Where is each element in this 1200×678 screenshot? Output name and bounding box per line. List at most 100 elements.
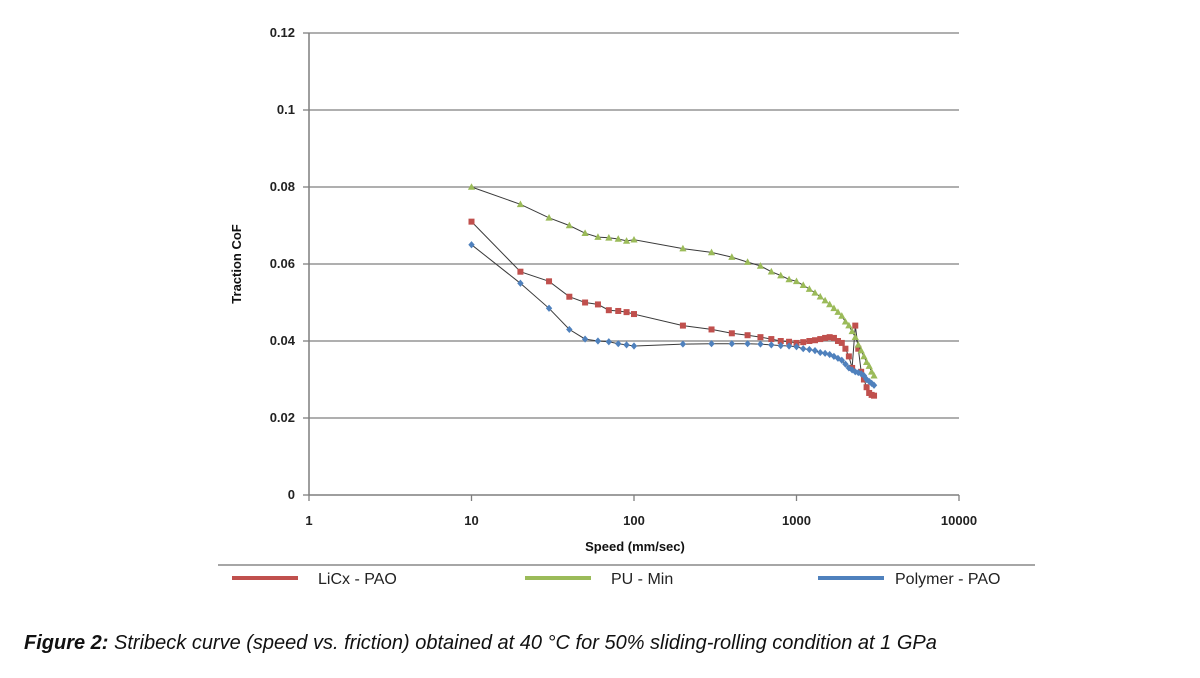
- series-line-polymer-pao: [471, 244, 875, 386]
- data-point-licx-pao: [855, 345, 862, 352]
- data-point-licx-pao: [744, 332, 751, 339]
- data-point-licx-pao: [826, 334, 833, 341]
- legend-item-pu-min: PU - Min: [525, 571, 673, 588]
- data-point-pu-min: [767, 267, 775, 275]
- data-point-licx-pao: [806, 338, 813, 344]
- figure-caption-label: Figure 2:: [24, 632, 109, 654]
- data-point-licx-pao: [517, 268, 524, 275]
- legend: LiCx - PAO PU - Min Polymer - PAO: [232, 571, 1001, 588]
- figure-caption: Figure 2: Stribeck curve (speed vs. fric…: [24, 632, 1194, 655]
- y-tick-label: 0.06: [270, 256, 295, 271]
- y-tick-label: 0.12: [270, 25, 295, 40]
- x-tick-label: 1000: [782, 513, 811, 528]
- data-point-licx-pao: [786, 338, 793, 345]
- data-point-pu-min: [630, 235, 638, 243]
- data-point-polymer-pao: [842, 360, 849, 368]
- data-point-polymer-pao: [594, 337, 602, 345]
- data-point-polymer-pao: [768, 341, 775, 349]
- data-point-polymer-pao: [728, 340, 736, 348]
- data-point-pu-min: [811, 289, 819, 296]
- data-point-pu-min: [594, 233, 602, 240]
- data-point-pu-min: [581, 229, 589, 236]
- data-point-licx-pao: [830, 334, 837, 341]
- x-tick-label: 100: [623, 513, 645, 528]
- legend-label: PU - Min: [611, 571, 673, 588]
- series-line-pu-min: [471, 186, 875, 376]
- x-tick-label: 1: [305, 513, 312, 528]
- data-point-licx-pao: [708, 326, 715, 333]
- data-point-licx-pao: [817, 336, 824, 343]
- data-point-polymer-pao: [679, 340, 687, 348]
- data-point-licx-pao: [800, 339, 807, 346]
- data-point-pu-min: [854, 341, 862, 348]
- y-tick-label: 0.02: [270, 410, 295, 425]
- x-axis-label: Speed (mm/sec): [585, 539, 685, 554]
- data-point-polymer-pao: [615, 340, 622, 348]
- data-point-polymer-pao: [757, 340, 764, 348]
- data-point-pu-min: [516, 200, 525, 208]
- data-point-pu-min: [845, 321, 853, 329]
- data-point-polymer-pao: [630, 342, 638, 350]
- data-point-pu-min: [841, 317, 850, 325]
- data-point-pu-min: [777, 271, 785, 279]
- data-point-licx-pao: [812, 337, 819, 344]
- data-point-pu-min: [792, 277, 801, 285]
- data-point-polymer-pao: [860, 372, 868, 380]
- data-point-licx-pao: [566, 293, 573, 300]
- data-point-polymer-pao: [830, 352, 838, 360]
- data-point-licx-pao: [793, 339, 800, 346]
- data-point-pu-min: [805, 285, 813, 292]
- series-line-licx-pao: [471, 221, 875, 397]
- data-point-licx-pao: [582, 299, 589, 306]
- data-point-polymer-pao: [800, 345, 807, 353]
- data-point-pu-min: [865, 362, 873, 369]
- series-licx-pao: [468, 218, 878, 399]
- data-point-polymer-pao: [468, 241, 475, 249]
- data-point-licx-pao: [468, 218, 475, 225]
- data-point-polymer-pao: [744, 340, 751, 348]
- series-layer: [467, 183, 878, 399]
- data-point-polymer-pao: [870, 381, 878, 389]
- data-point-licx-pao: [863, 384, 870, 391]
- legend-item-polymer-pao: Polymer - PAO: [818, 571, 1001, 588]
- data-point-polymer-pao: [811, 347, 819, 355]
- data-point-polymer-pao: [821, 349, 829, 357]
- data-point-licx-pao: [845, 353, 852, 360]
- data-point-licx-pao: [594, 301, 601, 308]
- data-point-pu-min: [785, 275, 793, 283]
- data-point-licx-pao: [679, 322, 686, 329]
- data-point-polymer-pao: [605, 338, 613, 346]
- data-point-licx-pao: [822, 334, 829, 341]
- data-point-pu-min: [857, 346, 865, 354]
- data-point-pu-min: [821, 296, 829, 304]
- data-point-licx-pao: [842, 345, 849, 352]
- data-point-polymer-pao: [545, 304, 553, 312]
- data-point-pu-min: [862, 358, 871, 365]
- data-point-polymer-pao: [857, 370, 865, 378]
- data-point-polymer-pao: [838, 356, 845, 364]
- y-axis-label: Traction CoF: [229, 224, 244, 304]
- data-point-pu-min: [870, 371, 878, 379]
- data-point-polymer-pao: [855, 368, 862, 377]
- data-point-pu-min: [467, 183, 476, 190]
- grid-lines: [303, 32, 960, 501]
- y-tick-label: 0.08: [270, 179, 295, 194]
- data-point-pu-min: [679, 244, 687, 252]
- data-point-licx-pao: [615, 307, 622, 314]
- legend-label: Polymer - PAO: [895, 571, 1001, 588]
- data-point-pu-min: [834, 308, 842, 315]
- figure-caption-text: Stribeck curve (speed vs. friction) obta…: [108, 632, 937, 654]
- data-point-polymer-pao: [806, 345, 813, 354]
- data-point-pu-min: [743, 258, 752, 265]
- data-point-pu-min: [826, 300, 834, 308]
- y-tick-label: 0: [288, 487, 295, 502]
- x-tick-label: 10000: [941, 513, 977, 528]
- legend-item-licx-pao: LiCx - PAO: [232, 571, 397, 588]
- data-point-pu-min: [799, 281, 807, 288]
- data-point-pu-min: [816, 292, 824, 300]
- data-point-polymer-pao: [865, 377, 873, 386]
- data-point-polymer-pao: [868, 379, 875, 387]
- data-point-polymer-pao: [777, 342, 784, 350]
- data-point-pu-min: [830, 304, 838, 312]
